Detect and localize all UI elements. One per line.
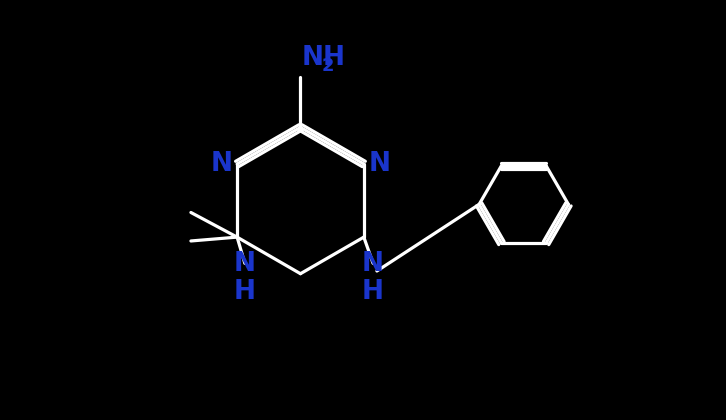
Text: NH: NH xyxy=(302,45,346,71)
Text: N: N xyxy=(362,251,384,277)
Text: N: N xyxy=(234,251,256,277)
Text: H: H xyxy=(362,279,384,304)
Text: H: H xyxy=(234,279,256,304)
Text: N: N xyxy=(211,151,232,177)
Text: 2: 2 xyxy=(322,57,335,75)
Text: N: N xyxy=(368,151,391,177)
